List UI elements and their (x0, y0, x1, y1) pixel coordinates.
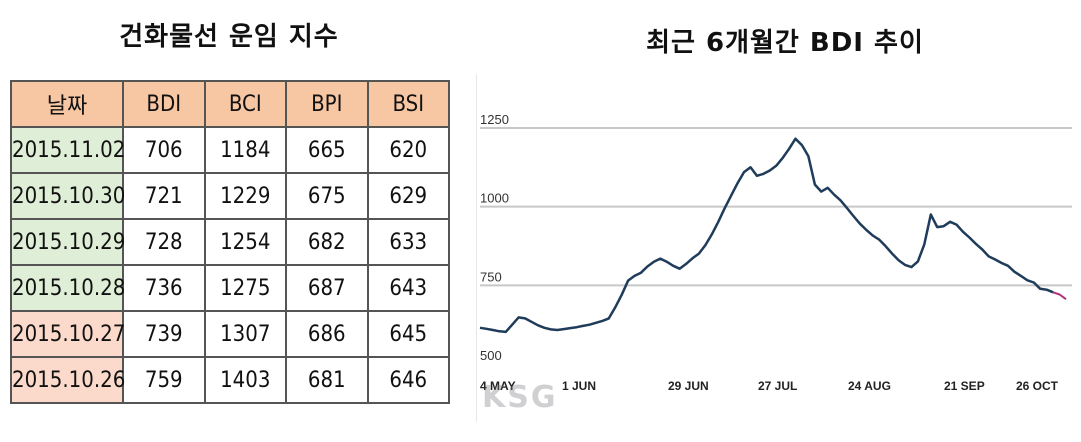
cell-bsi: 620 (366, 126, 450, 174)
x-tick-label: 29 JUN (668, 379, 709, 393)
watermark-logo: KSG (482, 380, 558, 415)
bdi-series-line (479, 137, 1054, 334)
cell-bsi: 643 (366, 264, 450, 312)
header-bsi: BSI (366, 80, 450, 128)
cell-bpi: 686 (285, 310, 369, 358)
x-tick-label: 4 MAY (480, 379, 516, 393)
table-header-row: 날짜 BDI BCI BPI BSI (10, 80, 450, 128)
cell-bpi: 682 (285, 218, 369, 266)
cell-bci: 1184 (203, 126, 287, 174)
cell-bdi: 728 (122, 218, 206, 266)
x-tick-labels: 4 MAY 1 JUN 29 JUN 27 JUL 24 AUG 21 SEP 26 OCT (480, 379, 1059, 393)
table-row: 2015.10.29 728 1254 682 633 (10, 218, 450, 266)
cell-date: 2015.10.30 (10, 172, 125, 220)
cell-bpi: 675 (285, 172, 369, 220)
x-tick-label: 21 SEP (944, 379, 985, 393)
x-tick-label: 1 JUN (562, 379, 596, 393)
header-date: 날짜 (10, 80, 124, 128)
cell-date: 2015.10.29 (10, 218, 125, 266)
cell-bdi: 721 (122, 172, 206, 220)
cell-bdi: 706 (122, 126, 206, 174)
cell-bsi: 633 (366, 218, 450, 266)
x-tick-label: 24 AUG (848, 379, 891, 393)
cell-bci: 1254 (203, 218, 287, 266)
cell-bsi: 645 (366, 310, 450, 358)
cell-bdi: 759 (122, 356, 206, 404)
header-bpi: BPI (285, 80, 369, 128)
cell-bsi: 629 (366, 172, 450, 220)
freight-index-table: 날짜 BDI BCI BPI BSI 2015.11.02 706 1184 6… (10, 80, 450, 404)
grid-lines (480, 127, 1072, 287)
cell-bpi: 665 (285, 126, 369, 174)
cell-bsi: 646 (366, 356, 450, 404)
table-row: 2015.10.26 759 1403 681 646 (10, 356, 450, 404)
cell-bpi: 687 (285, 264, 369, 312)
x-tick-label: 26 OCT (1016, 379, 1059, 393)
cell-date: 2015.10.27 (10, 310, 125, 358)
cell-date: 2015.10.28 (10, 264, 125, 312)
x-tick-label: 27 JUL (758, 379, 797, 393)
y-tick-label: 750 (480, 269, 502, 284)
table-row: 2015.10.27 739 1307 686 645 (10, 310, 450, 358)
cell-bpi: 681 (285, 356, 369, 404)
y-tick-labels: 1250 1000 750 500 (480, 112, 509, 363)
cell-bci: 1403 (203, 356, 287, 404)
y-tick-label: 1250 (480, 112, 509, 127)
table-row: 2015.10.30 721 1229 675 629 (10, 172, 450, 220)
bdi-chart: 1250 1000 750 500 4 MAY 1 JUN 29 JUN 27 JUL 24 … (475, 74, 1076, 422)
cell-date: 2015.11.02 (10, 126, 125, 174)
table-row: 2015.11.02 706 1184 665 620 (10, 126, 450, 174)
y-tick-label: 1000 (480, 191, 509, 206)
chart-title: 최근 6개월간 BDI 추이 (646, 28, 924, 58)
cell-bci: 1229 (203, 172, 287, 220)
cell-bdi: 739 (122, 310, 206, 358)
table-row: 2015.10.28 736 1275 687 643 (10, 264, 450, 312)
bdi-series-line-latest (1052, 291, 1067, 301)
series-layer (479, 137, 1067, 334)
table-title: 건화물선 운임 지수 (119, 22, 339, 52)
header-bdi: BDI (122, 80, 206, 128)
cell-bdi: 736 (122, 264, 206, 312)
cell-bci: 1275 (203, 264, 287, 312)
header-bci: BCI (203, 80, 287, 128)
cell-date: 2015.10.26 (10, 356, 125, 404)
bdi-line-chart: 1250 1000 750 500 4 MAY 1 JUN 29 JUN 27 JUL 24 … (475, 74, 1072, 422)
y-tick-label: 500 (480, 348, 502, 363)
cell-bci: 1307 (203, 310, 287, 358)
